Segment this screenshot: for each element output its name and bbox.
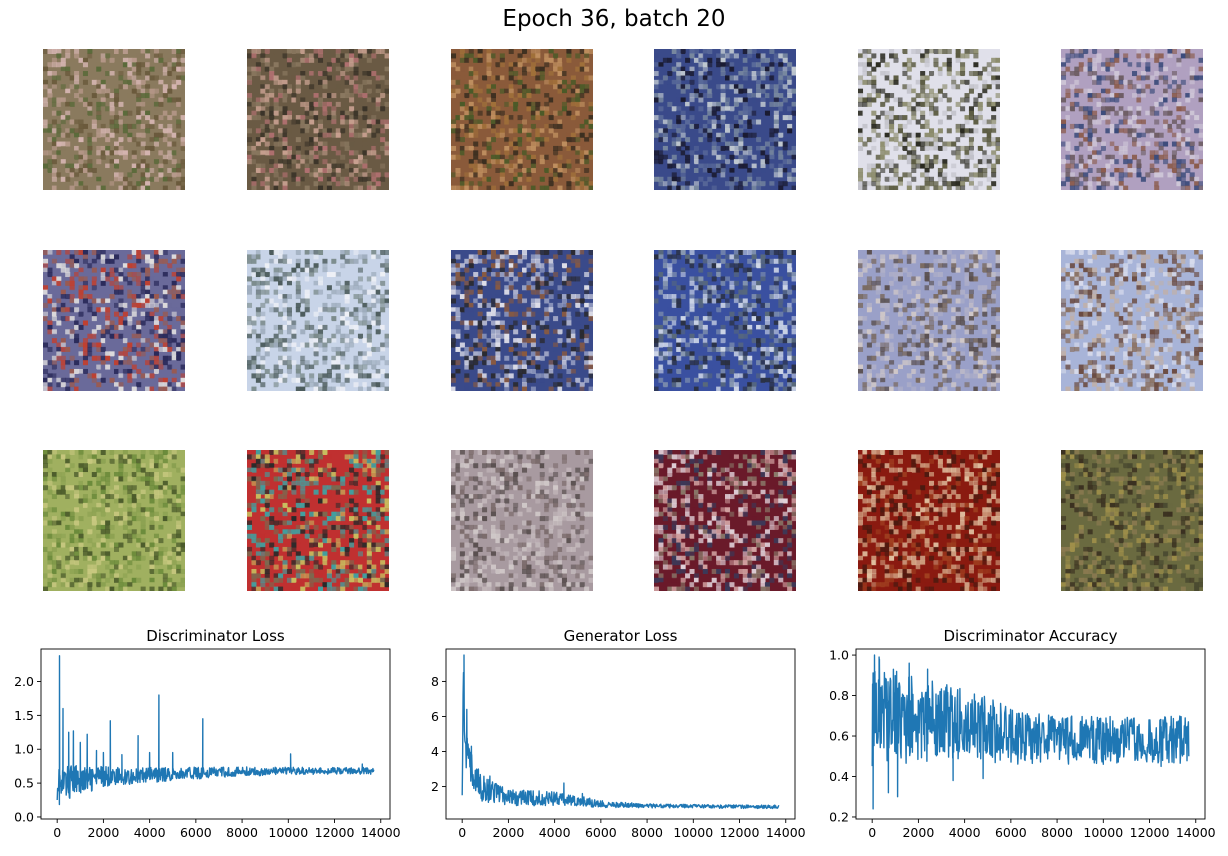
x-tick-label: 12000 [1130, 825, 1170, 840]
x-tick-label: 8000 [1041, 825, 1073, 840]
sample-image-18 [1061, 450, 1203, 591]
x-tick-label: 6000 [180, 825, 212, 840]
sample-image-2 [247, 49, 389, 190]
x-tick-label: 10000 [1083, 825, 1123, 840]
y-tick-label: 0.5 [14, 776, 34, 791]
chart-generator-loss: Generator Loss 0 2000 4000 6000 8000 10000 1200… [405, 620, 805, 856]
sample-image-4 [654, 49, 796, 190]
x-tick-label: 12000 [315, 825, 355, 840]
sample-image-3 [451, 49, 593, 190]
y-tick-label: 8 [431, 674, 439, 689]
y-tick-label: 0.0 [14, 809, 34, 824]
sample-image-16 [654, 450, 796, 591]
chart-title: Discriminator Accuracy [943, 627, 1117, 645]
x-tick-label: 14000 [766, 825, 806, 840]
sample-image-11 [858, 250, 1000, 391]
chart-title: Discriminator Loss [146, 627, 285, 645]
y-tick-label: 6 [431, 709, 439, 724]
x-tick-label: 8000 [226, 825, 258, 840]
x-tick-label: 6000 [995, 825, 1027, 840]
series-line [462, 655, 779, 808]
x-tick-label: 4000 [134, 825, 166, 840]
chart-title: Generator Loss [564, 627, 678, 645]
series-line [57, 656, 374, 805]
y-tick-label: 4 [431, 744, 439, 759]
sample-image-6 [1061, 49, 1203, 190]
y-tick-label: 1.0 [829, 648, 849, 663]
y-tick-label: 2.0 [14, 674, 34, 689]
x-tick-label: 14000 [1176, 825, 1216, 840]
series-line [872, 655, 1189, 809]
sample-image-7 [43, 250, 185, 391]
y-tick-label: 0.6 [829, 729, 849, 744]
sample-image-8 [247, 250, 389, 391]
y-tick-label: 0.4 [829, 769, 849, 784]
sample-image-13 [43, 450, 185, 591]
x-tick-label: 0 [868, 825, 876, 840]
y-tick-label: 1.0 [14, 742, 34, 757]
x-tick-label: 10000 [673, 825, 713, 840]
x-tick-label: 0 [53, 825, 61, 840]
x-tick-label: 8000 [631, 825, 663, 840]
x-tick-label: 2000 [492, 825, 524, 840]
sample-image-1 [43, 49, 185, 190]
figure-title: Epoch 36, batch 20 [0, 6, 1228, 32]
chart-discriminator-accuracy: Discriminator Accuracy 0 2000 4000 6000 8000 1… [815, 620, 1215, 856]
x-tick-label: 6000 [585, 825, 617, 840]
sample-image-12 [1061, 250, 1203, 391]
x-tick-label: 14000 [361, 825, 401, 840]
sample-image-9 [451, 250, 593, 391]
sample-image-14 [247, 450, 389, 591]
y-tick-label: 1.5 [14, 708, 34, 723]
x-tick-label: 4000 [949, 825, 981, 840]
chart-discriminator-loss: Discriminator Loss 0 2000 4000 6000 8000 10000… [0, 620, 400, 856]
x-tick-label: 10000 [268, 825, 308, 840]
y-tick-label: 0.8 [829, 688, 849, 703]
x-tick-label: 4000 [539, 825, 571, 840]
x-tick-label: 2000 [902, 825, 934, 840]
sample-image-17 [858, 450, 1000, 591]
x-tick-label: 2000 [87, 825, 119, 840]
sample-image-15 [451, 450, 593, 591]
sample-image-10 [654, 250, 796, 391]
plot-frame [41, 649, 390, 819]
y-tick-label: 0.2 [829, 809, 849, 824]
sample-image-5 [858, 49, 1000, 190]
x-tick-label: 12000 [720, 825, 760, 840]
x-tick-label: 0 [458, 825, 466, 840]
y-tick-label: 2 [431, 779, 439, 794]
